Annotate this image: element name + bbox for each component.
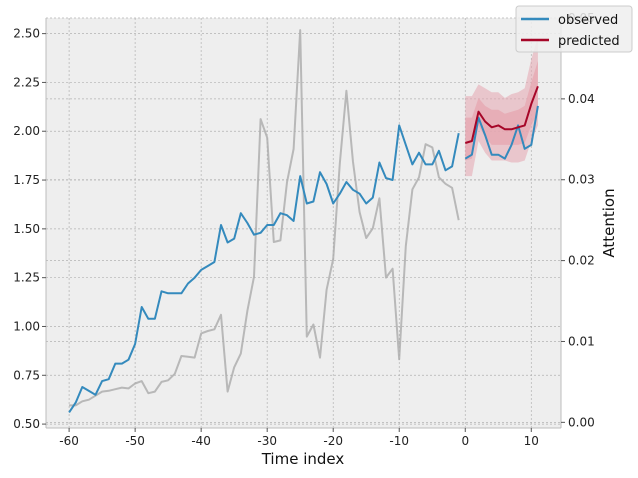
y-right-tick-label: 0.00 (568, 415, 595, 429)
x-tick-label: -20 (323, 434, 343, 448)
attention-line (69, 29, 460, 407)
y-tick-label: 0.75 (13, 368, 40, 382)
y-tick-label: 1.00 (13, 319, 40, 333)
y-right-tick-label: 0.03 (568, 173, 595, 187)
observed-line (68, 124, 460, 413)
x-tick-label: -40 (191, 434, 211, 448)
x-tick-label: -60 (59, 434, 79, 448)
legend-label-observed: observed (558, 13, 618, 28)
y-tick-label: 2.00 (13, 124, 40, 138)
x-tick-label: 0 (461, 434, 469, 448)
y-tick-label: 2.50 (13, 27, 40, 41)
x-tick-label: 10 (524, 434, 539, 448)
observed-future-line (464, 105, 539, 160)
x-tick-label: -10 (389, 434, 409, 448)
y-tick-label: 1.25 (13, 271, 40, 285)
y-tick-label: 0.50 (13, 417, 40, 431)
x-tick-label: -30 (257, 434, 277, 448)
y-right-tick-label: 0.02 (568, 254, 595, 268)
prediction-bands (465, 37, 538, 177)
legend-label-predicted: predicted (558, 34, 620, 49)
y-tick-label: 1.50 (13, 222, 40, 236)
x-tick-label: -50 (125, 434, 145, 448)
right-y-axis-title: Attention (600, 188, 618, 257)
y-tick-label: 2.25 (13, 75, 40, 89)
axes: -60 -50 -40 -30 -20 -10 0 10 0.50 0.75 1.00 1.25 1.5… (13, 11, 594, 448)
grid (46, 17, 561, 428)
legend: observed predicted (515, 5, 633, 53)
prediction-band-inner (465, 61, 538, 161)
y-tick-label: 1.75 (13, 173, 40, 187)
predicted-line (465, 85, 539, 144)
y-right-tick-label: 0.01 (568, 334, 595, 348)
series-lines (68, 29, 539, 413)
x-axis-title: Time index (261, 450, 345, 468)
y-right-tick-label: 0.04 (568, 92, 595, 106)
